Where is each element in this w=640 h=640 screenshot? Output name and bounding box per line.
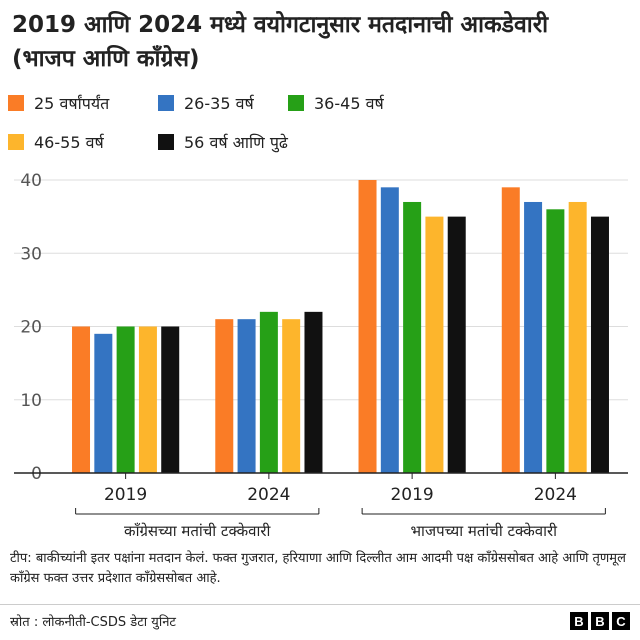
bar	[116, 326, 135, 473]
bar	[380, 187, 399, 473]
bar	[425, 216, 444, 473]
x-tick-label: 2024	[247, 485, 290, 505]
bar	[304, 311, 323, 473]
group-label: भाजपच्या मतांची टक्केवारी	[411, 522, 559, 540]
bar	[94, 333, 113, 473]
bar	[403, 201, 422, 473]
x-tick-label: 2024	[534, 485, 577, 505]
bar	[161, 326, 180, 473]
bar	[358, 180, 377, 473]
bar	[282, 319, 301, 473]
footer-divider	[0, 604, 640, 605]
bar	[138, 326, 157, 473]
y-tick-label: 0	[31, 464, 42, 484]
bar	[215, 319, 234, 473]
bar	[237, 319, 256, 473]
source-text: स्रोत : लोकनीती-CSDS डेटा युनिट	[10, 615, 176, 630]
logo-letter: B	[570, 612, 588, 630]
bbc-logo: B B C	[570, 612, 630, 630]
y-tick-label: 20	[20, 318, 42, 338]
footnote: टीप: बाकीच्यांनी इतर पक्षांना मतदान केलं…	[10, 551, 626, 586]
bar	[524, 201, 543, 473]
chart-title: 2019 आणि 2024 मध्ये वयोगटानुसार मतदानाची…	[12, 12, 549, 72]
bar	[259, 311, 278, 473]
logo-letter: B	[591, 612, 609, 630]
bar-chart: 0 10 20 30 40 2019 2024 2019 2024 काँग्रेसच्या मत…	[14, 171, 628, 540]
bar	[590, 216, 609, 473]
group-label: काँग्रेसच्या मतांची टक्केवारी	[124, 522, 271, 540]
x-tick-label: 2019	[390, 485, 433, 505]
y-tick-label: 40	[20, 171, 42, 191]
y-tick-label: 30	[20, 244, 42, 264]
bar	[546, 209, 565, 474]
y-tick-label: 10	[20, 391, 42, 411]
bar	[447, 216, 466, 473]
bar	[72, 326, 91, 473]
bar	[501, 187, 520, 473]
logo-letter: C	[612, 612, 630, 630]
x-tick-label: 2019	[104, 485, 147, 505]
bar	[568, 201, 587, 473]
